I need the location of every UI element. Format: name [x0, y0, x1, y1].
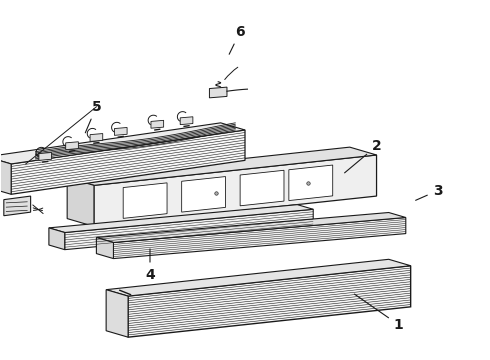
- Polygon shape: [240, 170, 284, 206]
- Text: 2: 2: [344, 139, 381, 173]
- Polygon shape: [128, 266, 411, 337]
- Polygon shape: [66, 142, 78, 150]
- Polygon shape: [114, 217, 406, 258]
- Polygon shape: [97, 238, 114, 258]
- Polygon shape: [106, 290, 128, 337]
- Polygon shape: [182, 176, 225, 212]
- Polygon shape: [115, 127, 127, 135]
- Polygon shape: [11, 130, 245, 194]
- Polygon shape: [67, 177, 94, 226]
- Polygon shape: [39, 153, 51, 160]
- Polygon shape: [49, 228, 65, 249]
- Text: 1: 1: [354, 294, 403, 332]
- Polygon shape: [94, 155, 376, 226]
- Polygon shape: [106, 259, 411, 296]
- Text: 5: 5: [85, 100, 101, 133]
- Text: 4: 4: [145, 249, 155, 282]
- Polygon shape: [97, 212, 406, 243]
- Polygon shape: [0, 157, 11, 194]
- Polygon shape: [180, 117, 193, 125]
- Polygon shape: [67, 147, 376, 185]
- Polygon shape: [4, 196, 30, 216]
- Polygon shape: [289, 165, 333, 201]
- Polygon shape: [209, 87, 227, 98]
- Text: 3: 3: [416, 184, 442, 200]
- Polygon shape: [90, 134, 103, 141]
- Polygon shape: [151, 120, 164, 128]
- Polygon shape: [49, 204, 313, 233]
- Polygon shape: [65, 209, 313, 249]
- Polygon shape: [123, 183, 167, 219]
- Text: 6: 6: [229, 25, 245, 54]
- Polygon shape: [0, 123, 245, 164]
